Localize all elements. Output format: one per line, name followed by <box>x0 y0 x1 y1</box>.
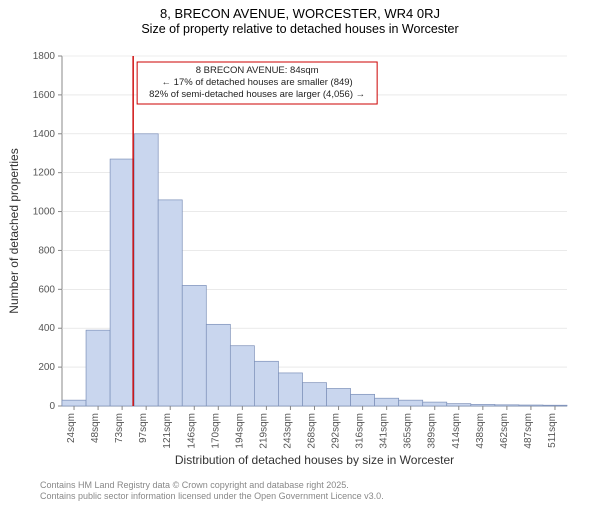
histogram-bar <box>230 346 254 406</box>
y-axis-label: Number of detached properties <box>7 148 21 313</box>
histogram-bar <box>495 405 519 406</box>
x-tick-label: 462sqm <box>499 413 510 449</box>
svg-text:400: 400 <box>38 323 55 334</box>
x-tick-label: 121sqm <box>162 413 173 449</box>
histogram-bar <box>519 405 543 406</box>
x-tick-label: 292sqm <box>331 413 342 449</box>
x-tick-label: 146sqm <box>186 413 197 449</box>
histogram-bar <box>206 324 230 406</box>
x-axis-label: Distribution of detached houses by size … <box>175 453 454 466</box>
x-tick-label: 365sqm <box>403 413 414 449</box>
footnote-line2: Contains public sector information licen… <box>40 491 384 502</box>
histogram-bar <box>182 285 206 406</box>
x-tick-label: 487sqm <box>523 413 534 449</box>
chart-area: 0 200 400 600 800 1000 1200 1400 1600 1800 24sqm 48… <box>0 46 600 466</box>
x-tick-label: 24sqm <box>66 413 77 443</box>
histogram-bar <box>351 394 375 406</box>
x-tick-label: 341sqm <box>379 413 390 449</box>
svg-text:1200: 1200 <box>33 168 56 179</box>
histogram-bar <box>302 383 326 406</box>
svg-text:0: 0 <box>49 401 55 412</box>
annotation-line: 82% of semi-detached houses are larger (… <box>149 89 365 100</box>
svg-text:1600: 1600 <box>33 90 56 101</box>
annotation-line: ← 17% of detached houses are smaller (84… <box>162 77 353 88</box>
x-tick-label: 170sqm <box>210 413 221 449</box>
histogram-bar <box>134 134 158 406</box>
svg-text:800: 800 <box>38 245 55 256</box>
histogram-bar <box>375 398 399 406</box>
x-tick-label: 438sqm <box>475 413 486 449</box>
x-tick-label: 97sqm <box>138 413 149 443</box>
svg-text:600: 600 <box>38 284 55 295</box>
x-tick-label: 73sqm <box>114 413 125 443</box>
svg-text:1800: 1800 <box>33 51 56 62</box>
x-tick-label: 48sqm <box>90 413 101 443</box>
histogram-bar <box>278 373 302 406</box>
x-tick-label: 219sqm <box>258 413 269 449</box>
histogram-bar <box>254 361 278 406</box>
x-tick-label: 511sqm <box>547 413 558 448</box>
histogram-bar <box>447 404 471 406</box>
footnote-line1: Contains HM Land Registry data © Crown c… <box>40 480 384 491</box>
chart-title-main: 8, BRECON AVENUE, WORCESTER, WR4 0RJ <box>0 6 600 21</box>
histogram-bar <box>62 400 86 406</box>
svg-text:200: 200 <box>38 362 55 373</box>
histogram-bar <box>399 400 423 406</box>
svg-text:1400: 1400 <box>33 129 56 140</box>
histogram-bar <box>86 330 110 406</box>
x-tick-label: 316sqm <box>355 413 366 449</box>
chart-title-sub: Size of property relative to detached ho… <box>0 22 600 36</box>
x-tick-label: 268sqm <box>307 413 318 449</box>
histogram-bar <box>327 389 351 407</box>
x-tick-label: 389sqm <box>427 413 438 449</box>
histogram-bar <box>158 200 182 406</box>
footnote: Contains HM Land Registry data © Crown c… <box>40 480 384 502</box>
x-tick-label: 414sqm <box>451 413 462 449</box>
histogram-svg: 0 200 400 600 800 1000 1200 1400 1600 1800 24sqm 48… <box>0 46 600 466</box>
x-tick-label: 194sqm <box>234 413 245 449</box>
x-tick-label: 243sqm <box>282 413 293 449</box>
annotation-line: 8 BRECON AVENUE: 84sqm <box>196 65 319 76</box>
svg-text:1000: 1000 <box>33 207 56 218</box>
histogram-bar <box>471 404 495 406</box>
histogram-bar <box>423 402 447 406</box>
histogram-bar <box>110 159 134 406</box>
histogram-bar <box>543 405 567 406</box>
